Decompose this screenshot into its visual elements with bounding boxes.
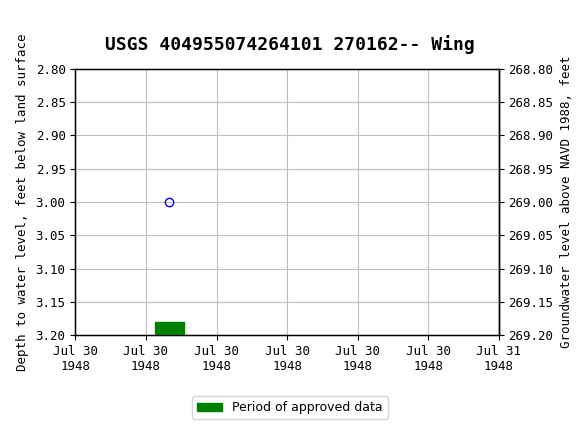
Bar xyxy=(155,322,184,335)
Text: USGS 404955074264101 270162-- Wing: USGS 404955074264101 270162-- Wing xyxy=(105,35,475,54)
Y-axis label: Groundwater level above NAVD 1988, feet: Groundwater level above NAVD 1988, feet xyxy=(560,56,574,348)
Y-axis label: Depth to water level, feet below land surface: Depth to water level, feet below land su… xyxy=(16,34,29,371)
Legend: Period of approved data: Period of approved data xyxy=(192,396,388,419)
Text: ≋USGS: ≋USGS xyxy=(12,16,99,36)
